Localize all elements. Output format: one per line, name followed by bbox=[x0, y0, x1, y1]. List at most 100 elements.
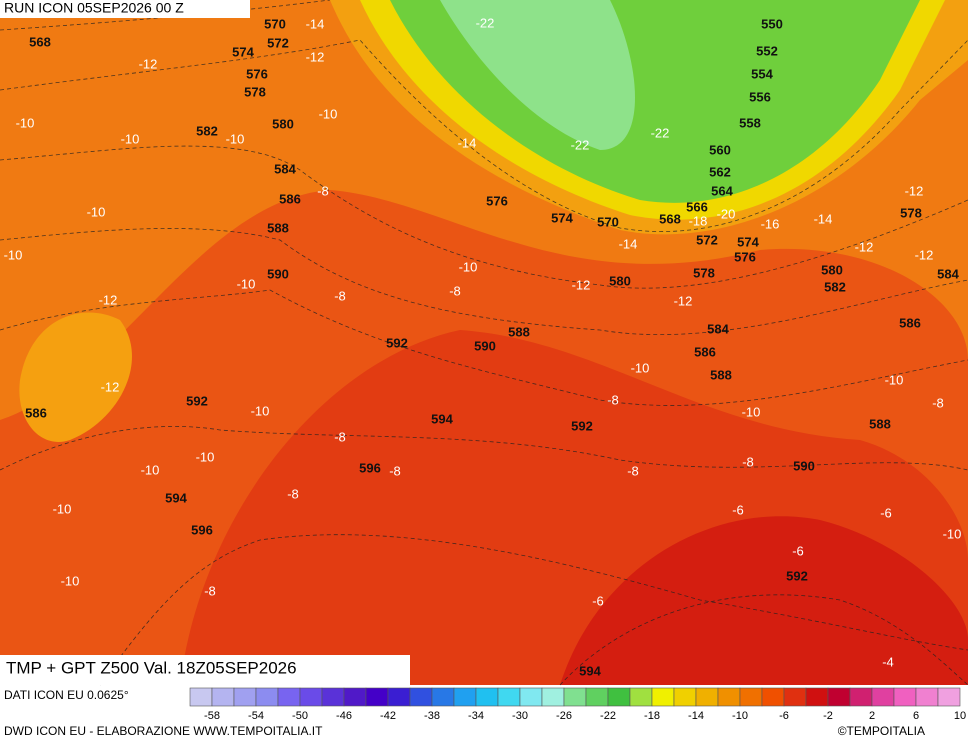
geopotential-label: 588 bbox=[710, 367, 732, 382]
geopotential-label: 582 bbox=[824, 279, 846, 294]
colorbar-label: -30 bbox=[512, 710, 528, 722]
color-swatch bbox=[849, 687, 873, 707]
geopotential-label: 580 bbox=[609, 273, 631, 288]
colorbar-label: -50 bbox=[292, 710, 308, 722]
color-swatch bbox=[453, 687, 477, 707]
map-background bbox=[0, 0, 968, 685]
geopotential-label: 586 bbox=[279, 191, 301, 206]
source-text: DATI ICON EU 0.0625° bbox=[4, 688, 129, 702]
geopotential-label: 574 bbox=[551, 210, 573, 225]
color-swatch bbox=[893, 687, 917, 707]
temperature-label: -10 bbox=[121, 131, 140, 146]
color-swatch bbox=[673, 687, 697, 707]
credit-text: DWD ICON EU - ELABORAZIONE WWW.TEMPOITAL… bbox=[4, 724, 323, 738]
color-swatch bbox=[563, 687, 587, 707]
temperature-label: -12 bbox=[855, 239, 874, 254]
colorbar-label: 2 bbox=[869, 710, 875, 722]
colorbar-label: -26 bbox=[556, 710, 572, 722]
temperature-label: -22 bbox=[476, 15, 495, 30]
colorbar-label: -54 bbox=[248, 710, 264, 722]
color-swatch bbox=[783, 687, 807, 707]
color-swatch bbox=[651, 687, 675, 707]
temperature-label: -22 bbox=[651, 125, 670, 140]
geopotential-label: 586 bbox=[899, 315, 921, 330]
color-swatch bbox=[277, 687, 301, 707]
temperature-label: -14 bbox=[458, 135, 477, 150]
color-swatch bbox=[937, 687, 961, 707]
header-box bbox=[0, 0, 250, 18]
geopotential-label: 588 bbox=[508, 324, 530, 339]
color-swatch bbox=[189, 687, 213, 707]
temperature-label: -14 bbox=[814, 211, 833, 226]
geopotential-label: 574 bbox=[737, 234, 759, 249]
temperature-label: -8 bbox=[742, 454, 754, 469]
geopotential-label: 574 bbox=[232, 44, 254, 59]
geopotential-label: 586 bbox=[25, 405, 47, 420]
temperature-label: -10 bbox=[141, 462, 160, 477]
temperature-label: -12 bbox=[99, 292, 118, 307]
geopotential-label: 588 bbox=[869, 416, 891, 431]
colorbar-label: -10 bbox=[732, 710, 748, 722]
geopotential-label: 592 bbox=[786, 568, 808, 583]
temperature-label: -6 bbox=[592, 593, 604, 608]
geopotential-label: 570 bbox=[264, 16, 286, 31]
temperature-label: -4 bbox=[882, 654, 894, 669]
color-swatch bbox=[255, 687, 279, 707]
geopotential-label: 592 bbox=[386, 335, 408, 350]
temperature-label: -10 bbox=[742, 404, 761, 419]
color-swatch bbox=[409, 687, 433, 707]
temperature-label: -12 bbox=[101, 379, 120, 394]
colorbar-label: -46 bbox=[336, 710, 352, 722]
geopotential-label: 550 bbox=[761, 16, 783, 31]
temperature-label: -22 bbox=[571, 137, 590, 152]
geopotential-label: 590 bbox=[267, 266, 289, 281]
temperature-label: -10 bbox=[226, 131, 245, 146]
geopotential-label: 582 bbox=[196, 123, 218, 138]
color-swatch bbox=[761, 687, 785, 707]
color-swatch bbox=[541, 687, 565, 707]
temperature-label: -10 bbox=[459, 259, 478, 274]
colorbar-label: -22 bbox=[600, 710, 616, 722]
temperature-label: -14 bbox=[619, 236, 638, 251]
geopotential-label: 570 bbox=[597, 214, 619, 229]
temperature-label: -12 bbox=[674, 293, 693, 308]
geopotential-label: 588 bbox=[267, 220, 289, 235]
geopotential-label: 576 bbox=[486, 193, 508, 208]
temperature-label: -10 bbox=[237, 276, 256, 291]
temperature-label: -8 bbox=[334, 429, 346, 444]
color-swatch bbox=[299, 687, 323, 707]
color-swatch bbox=[585, 687, 609, 707]
geopotential-label: 590 bbox=[474, 338, 496, 353]
brand-text: ©TEMPOITALIA bbox=[838, 724, 925, 738]
temperature-label: -6 bbox=[732, 502, 744, 517]
temperature-label: -12 bbox=[915, 247, 934, 262]
temperature-label: -8 bbox=[204, 583, 216, 598]
color-swatch bbox=[915, 687, 939, 707]
temperature-label: -6 bbox=[880, 505, 892, 520]
colorbar-label: 6 bbox=[913, 710, 919, 722]
temperature-label: -12 bbox=[306, 49, 325, 64]
geopotential-label: 578 bbox=[244, 84, 266, 99]
temperature-label: -10 bbox=[53, 501, 72, 516]
valid-title: TMP + GPT Z500 Val. 18Z05SEP2026 bbox=[6, 658, 297, 677]
geopotential-label: 594 bbox=[165, 490, 187, 505]
geopotential-label: 578 bbox=[900, 205, 922, 220]
run-label: RUN ICON 05SEP2026 00 Z bbox=[4, 0, 184, 16]
geopotential-label: 594 bbox=[431, 411, 453, 426]
color-swatch bbox=[497, 687, 521, 707]
colorbar-label: -34 bbox=[468, 710, 484, 722]
colorbar-label: -58 bbox=[204, 710, 220, 722]
title-box bbox=[0, 655, 410, 685]
temperature-label: -8 bbox=[389, 463, 401, 478]
color-swatch bbox=[431, 687, 455, 707]
color-swatch bbox=[211, 687, 235, 707]
temperature-label: -12 bbox=[905, 183, 924, 198]
colorbar-label: -18 bbox=[644, 710, 660, 722]
geopotential-label: 572 bbox=[696, 232, 718, 247]
geopotential-label: 590 bbox=[793, 458, 815, 473]
temperature-label: -14 bbox=[306, 16, 325, 31]
geopotential-label: 562 bbox=[709, 164, 731, 179]
color-swatch bbox=[387, 687, 411, 707]
geopotential-label: 578 bbox=[693, 265, 715, 280]
